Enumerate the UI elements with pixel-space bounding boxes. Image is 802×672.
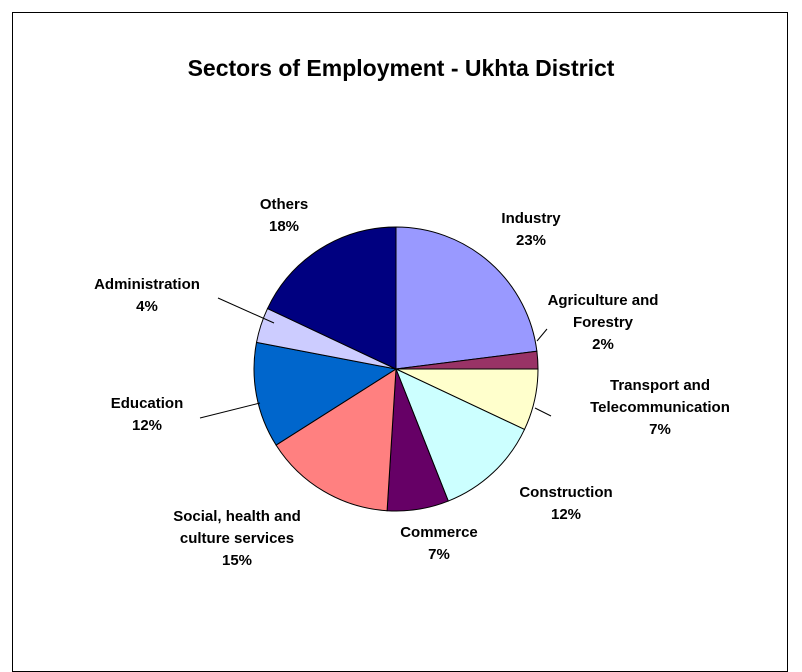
slice-label-1: Agriculture and Forestry 2% [548,292,659,353]
pie-slice-5 [275,368,397,512]
chart-title: Sectors of Employment - Ukhta District [187,55,615,81]
pie-slice-6 [253,341,398,446]
leader-line-7 [217,297,275,324]
slice-label-7: Administration 4% [94,276,200,315]
slice-label-4: Commerce 7% [400,524,478,563]
slice-label-5: Social, health and culture services 15% [173,508,301,569]
pie-slice-8 [266,226,397,370]
leader-line-6 [199,402,261,419]
leader-line-2 [534,407,552,417]
slice-label-0: Industry 23% [501,210,561,249]
slice-labels: Industry 23% Agriculture and Forestry 2% Tran… [94,196,730,569]
leader-line-1 [536,328,548,342]
pie-slice-0 [395,226,538,370]
pie-chart: Industry 23% Agriculture and Forestry 2% Tran… [94,196,730,569]
slice-label-6: Education 12% [111,395,184,434]
chart-frame: Sectors of Employment - Ukhta District I… [12,12,788,672]
slice-label-2: Transport and Telecommunication 7% [590,377,730,438]
pie-slices [253,226,539,512]
slice-label-3: Construction 12% [519,484,612,523]
slice-label-8: Others 18% [260,196,308,235]
leader-lines [199,297,552,419]
pie-slice-3 [395,368,526,502]
